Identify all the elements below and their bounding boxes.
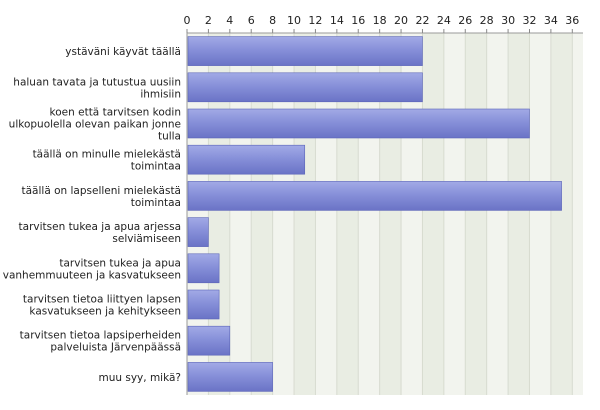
category-label: täällä on minulle mielekästä toimintaa [33,149,181,173]
x-tick-label: 22 [415,14,429,27]
category-label: tarvitsen tietoa liittyen lapsen kasvatuk… [23,294,181,318]
bar [187,181,562,211]
x-tick-label: 26 [458,14,472,27]
category-label-line: täällä on lapselleni mielekästä [22,185,182,197]
grid-band [465,33,487,395]
grid-band [508,33,530,395]
category-label: tarvitsen tukea ja apua vanhemmuuteen ja … [3,257,181,281]
x-tick-label: 0 [184,14,191,27]
x-tick-label: 8 [269,14,276,27]
category-label-line: palveluista Järvenpäässä [50,342,181,354]
category-label: ystäväni käyvät täällä [65,46,181,58]
x-tick-label: 30 [501,14,515,27]
category-label-line: ihmisiin [140,88,181,100]
bar [187,253,220,284]
category-label-line: toimintaa [131,161,181,173]
category-label: muu syy, mikä? [99,372,182,384]
bar [187,217,209,247]
bar [187,108,530,139]
category-label-line: tulla [158,131,181,143]
bar [187,144,306,175]
category-label-line: vanhemmuuteen ja kasvatukseen [3,269,181,281]
x-tick-label: 32 [522,14,536,27]
x-tick-label: 16 [351,14,365,27]
x-tick-label: 20 [394,14,408,27]
category-label-line: täällä on minulle mielekästä [33,149,181,161]
bar [187,72,423,103]
x-tick-label: 28 [480,14,494,27]
category-label-line: tarvitsen tietoa liittyen lapsen [23,294,181,306]
bars [187,36,562,392]
category-label-line: toimintaa [131,197,181,209]
category-label-line: tarvitsen tukea ja apua [59,257,181,269]
category-label: koen että tarvitsen kodin ulkopuolella ol… [9,107,181,143]
category-label-line: ulkopuolella olevan paikan jonne [9,119,181,131]
x-tick-label: 6 [248,14,255,27]
category-label-line: kasvatukseen ja kehitykseen [29,306,181,318]
category-label-line: tarvitsen tietoa lapsiperheiden [20,330,181,342]
category-label-line: haluan tavata ja tutustua uusiin [13,76,181,88]
bar [187,362,273,392]
category-label: haluan tavata ja tutustua uusiin ihmisiin [13,76,181,100]
grid-band [422,33,444,395]
category-label-line: muu syy, mikä? [99,372,182,384]
category-label: tarvitsen tietoa lapsiperheiden palveluis… [20,330,181,354]
category-label: täällä on lapselleni mielekästä toimintaa [22,185,182,209]
bar [187,325,231,356]
category-label: tarvitsen tukea ja apua arjessa selviämis… [19,221,181,245]
category-labels: ystäväni käyvät täällä haluan tavata ja t… [3,46,181,384]
x-tick-label: 34 [544,14,558,27]
bar [187,36,423,66]
x-tick-label: 18 [373,14,387,27]
x-tick-label: 14 [330,14,344,27]
x-tick-label: 12 [308,14,322,27]
x-tick-label: 2 [205,14,212,27]
category-label-line: koen että tarvitsen kodin [50,107,181,119]
bar [187,289,220,320]
x-axis-ticks: 0 2 4 6 8 10 12 14 16 18 20 22 24 26 28 30 32 34 36 [184,14,579,33]
category-label-line: selviämiseen [112,233,181,245]
x-tick-label: 24 [437,14,451,27]
x-tick-label: 10 [287,14,301,27]
x-tick-label: 36 [565,14,579,27]
grid-band [550,33,573,395]
category-label-line: ystäväni käyvät täällä [65,46,181,58]
category-label-line: tarvitsen tukea ja apua arjessa [19,221,181,233]
x-tick-label: 4 [226,14,233,27]
